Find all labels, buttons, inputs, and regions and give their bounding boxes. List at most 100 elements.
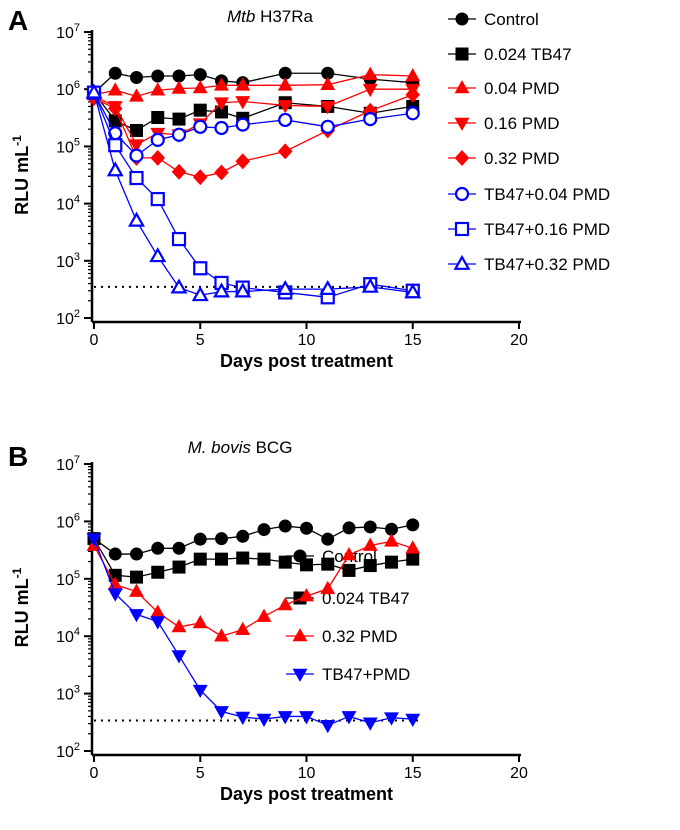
data-point [320, 76, 336, 90]
data-point [406, 518, 420, 532]
data-point [129, 139, 144, 153]
data-point [129, 609, 144, 623]
series-tb47-pmd [86, 533, 421, 734]
legend-marker [455, 47, 469, 61]
data-point [129, 88, 144, 102]
x-tick-label: 15 [404, 332, 422, 349]
x-tick-label: 0 [90, 332, 99, 349]
data-point [362, 66, 378, 80]
y-tick-label: 106 [56, 79, 80, 99]
x-tick-label: 10 [298, 765, 316, 782]
y-tick-base: 10 [56, 25, 74, 42]
data-point [192, 169, 208, 186]
data-point [235, 621, 251, 635]
data-point [405, 713, 421, 727]
x-tick-label: 0 [90, 765, 99, 782]
legend-marker [292, 668, 308, 682]
data-point [341, 711, 357, 725]
legend-label: 0.32 PMD [484, 149, 560, 168]
data-point [405, 68, 421, 82]
data-point [129, 583, 144, 597]
data-point [130, 547, 143, 561]
legend-label: TB47+PMD [322, 665, 410, 684]
y-title-base: RLU mL [12, 146, 32, 215]
data-point [107, 100, 123, 117]
y-tick-base: 10 [56, 139, 74, 156]
y-tick-base: 10 [56, 197, 74, 214]
data-point [193, 119, 208, 134]
series-line [93, 92, 413, 296]
series-line [93, 524, 413, 555]
data-point [321, 557, 335, 571]
data-point [277, 711, 293, 725]
data-point [108, 138, 123, 153]
y-tick-exp: 4 [74, 626, 80, 638]
data-point [170, 278, 188, 294]
legend-marker [454, 186, 470, 202]
y-tick-base: 10 [56, 572, 74, 589]
data-point [342, 521, 356, 535]
chart-title: Mtb H37Ra [227, 7, 314, 26]
y-tick-label: 103 [56, 684, 80, 704]
x-tick-label: 20 [510, 332, 528, 349]
data-point [108, 66, 122, 80]
series-line [93, 538, 413, 727]
panel-label: A [8, 5, 28, 36]
data-point [215, 552, 228, 566]
data-point [150, 191, 165, 207]
data-point [172, 69, 186, 83]
data-point [129, 148, 144, 163]
y-tick-exp: 7 [74, 454, 80, 466]
y-tick-exp: 7 [74, 22, 80, 34]
data-point [214, 120, 229, 136]
data-point [384, 712, 399, 726]
y-tick-base: 10 [56, 254, 74, 271]
data-point [193, 68, 207, 82]
series-tb47-0-04-pmd [86, 85, 420, 163]
data-point [129, 170, 144, 186]
data-point [256, 713, 272, 727]
data-point [300, 521, 313, 535]
data-point [151, 541, 165, 555]
data-point [257, 552, 271, 566]
data-point [85, 83, 103, 99]
y-tick-base: 10 [56, 687, 74, 704]
y-tick-label: 102 [56, 308, 80, 328]
series-line [93, 538, 413, 578]
data-point [276, 279, 294, 296]
data-point [277, 77, 293, 91]
legend-marker [454, 221, 470, 237]
legend-marker [454, 117, 470, 131]
data-point [277, 597, 293, 611]
y-title-base: RLU mL [12, 578, 32, 647]
data-point [235, 711, 251, 725]
data-point [150, 82, 166, 96]
y-title-sup: -1 [10, 135, 24, 146]
y-tick-exp: 2 [74, 741, 80, 753]
data-point [362, 537, 378, 551]
data-point [151, 69, 165, 83]
data-point [107, 82, 123, 96]
data-point [278, 519, 292, 533]
x-tick-label: 15 [404, 765, 422, 782]
data-point [107, 588, 123, 602]
data-point [404, 283, 422, 299]
data-point [193, 261, 208, 276]
y-tick-label: 107 [56, 454, 80, 474]
legend-label: TB47+0.04 PMD [484, 185, 610, 204]
y-axis-title: RLU mL-1 [10, 567, 32, 647]
legend-marker [455, 12, 469, 26]
data-point [149, 247, 167, 263]
legend-label: 0.04 PMD [484, 79, 560, 98]
data-point [405, 86, 421, 103]
data-point [193, 552, 207, 566]
y-axis-title: RLU mL-1 [10, 135, 32, 215]
data-point [171, 619, 187, 633]
legend-label: 0.024 TB47 [484, 45, 572, 64]
legend-label: TB47+0.32 PMD [484, 255, 610, 274]
y-tick-base: 10 [56, 457, 74, 474]
y-tick-base: 10 [56, 744, 74, 761]
series-0-04-pmd [86, 66, 421, 102]
data-point [300, 558, 313, 572]
